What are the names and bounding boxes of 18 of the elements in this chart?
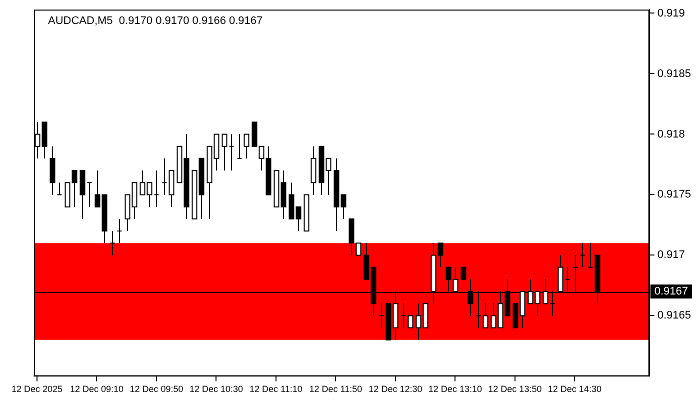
x-tick-label: 12 Dec 14:30 [548, 384, 602, 394]
y-tick-label: 0.918 [657, 128, 685, 140]
x-tick-label: 12 Dec 12:30 [368, 384, 422, 394]
y-tick-label: 0.919 [657, 7, 685, 20]
x-tick-label: 12 Dec 11:50 [309, 384, 362, 394]
text: AUDCAD,M5 0.9170 0.9170 0.9166 0.9167 [48, 15, 263, 28]
y-tick-label: 0.9165 [657, 310, 692, 322]
x-tick-label: 12 Dec 09:50 [130, 384, 184, 394]
x-tick-label: 12 Dec 11:10 [250, 384, 302, 394]
y-tick-label: 0.9185 [657, 68, 692, 80]
ref-line-label: 0.9167 [654, 286, 688, 298]
x-tick-label: 12 Dec 13:50 [488, 384, 542, 394]
x-tick-label: 12 Dec 2025 [11, 384, 63, 394]
y-tick-label: 0.917 [657, 249, 685, 262]
x-tick-label: 12 Dec 09:10 [70, 384, 124, 394]
x-tick-label: 12 Dec 13:10 [428, 384, 482, 394]
x-tick-label: 12 Dec 10:30 [189, 384, 243, 394]
y-tick-label: 0.9175 [657, 188, 692, 201]
